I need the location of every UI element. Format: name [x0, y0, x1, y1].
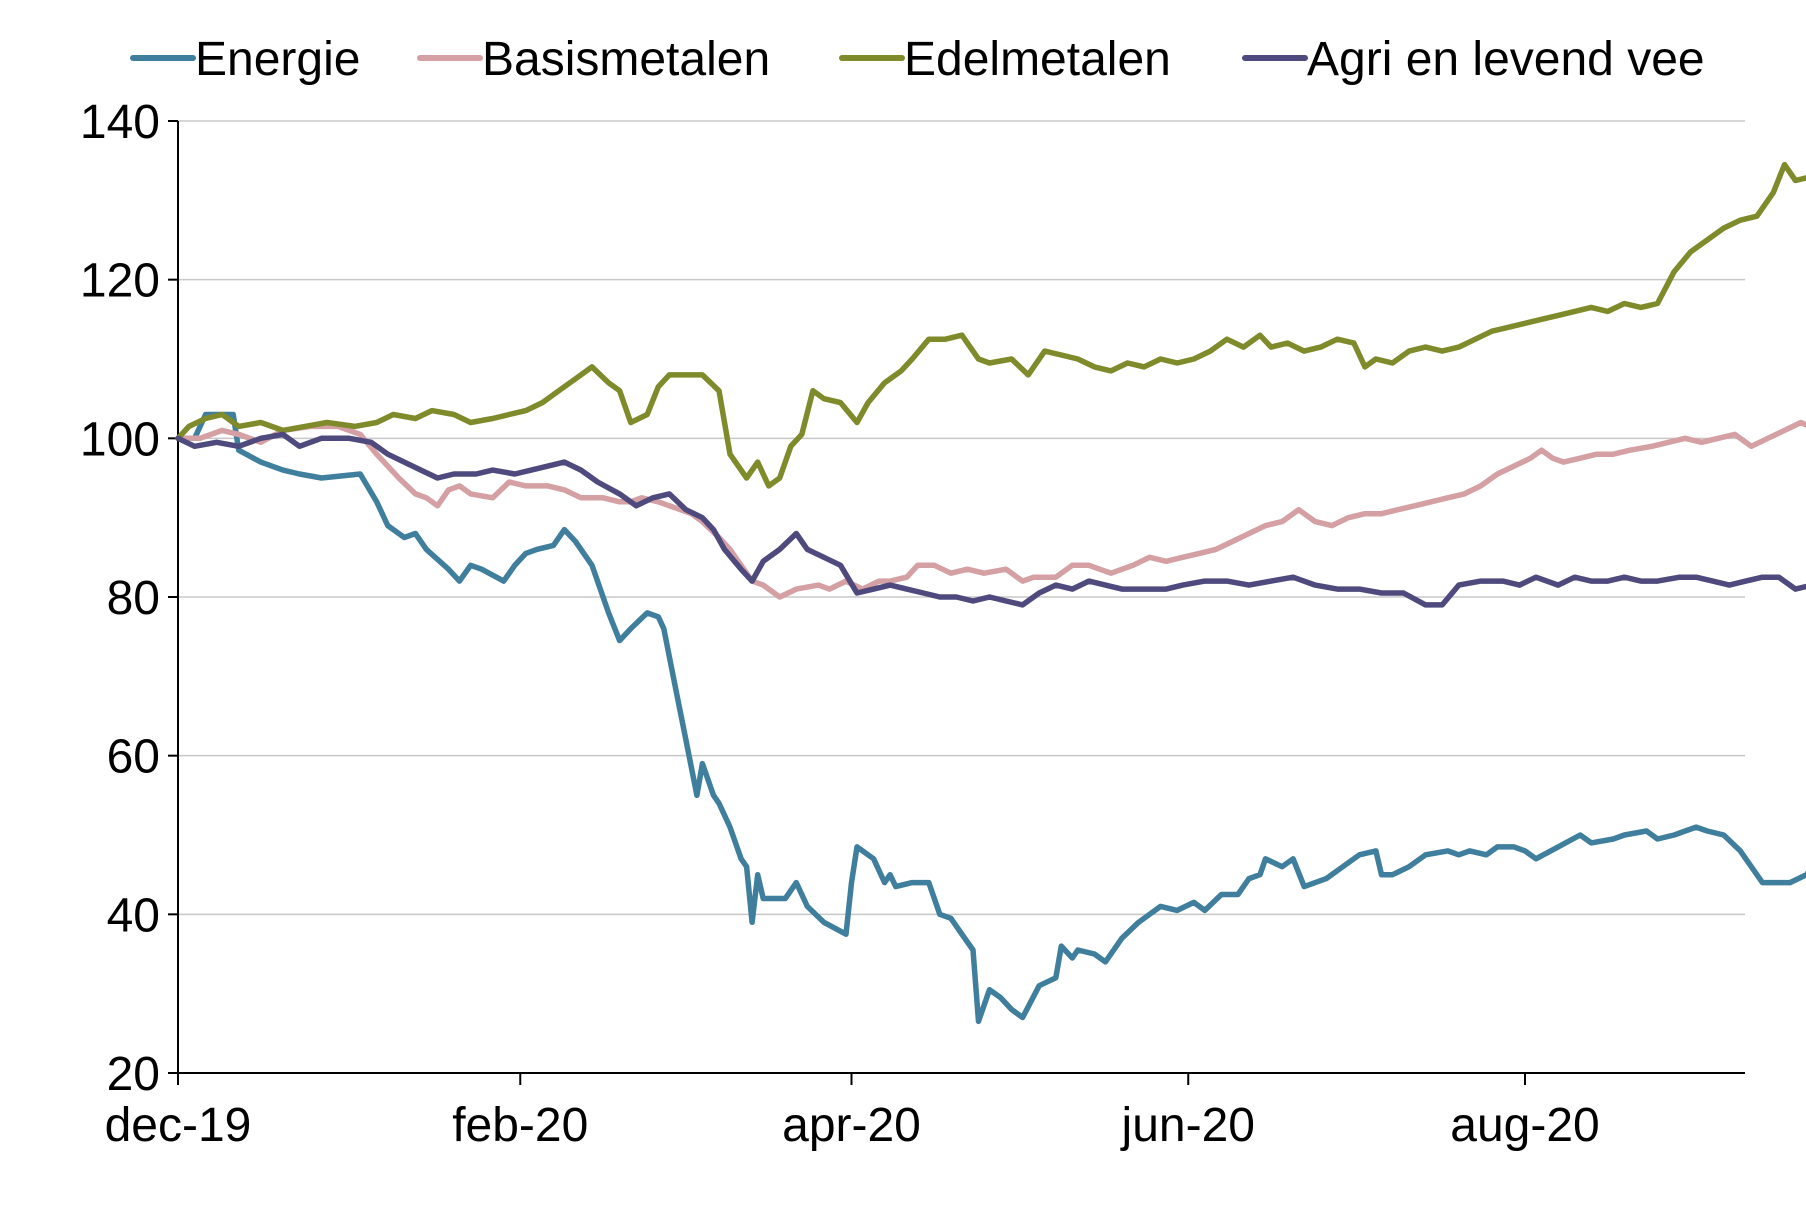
series-line-basismetalen — [175, 419, 1806, 600]
y-tick-label-80: 80 — [107, 572, 160, 625]
x-tick-label-aug-20: aug-20 — [1450, 1099, 1599, 1152]
x-tick-label-feb-20: feb-20 — [452, 1099, 588, 1152]
y-tick-label-40: 40 — [107, 889, 160, 942]
legend-label-basismetalen: Basismetalen — [482, 33, 770, 86]
axes: 20 40 60 80 100 120 140 dec-19 feb-20 apr-20 jun-2… — [80, 96, 1745, 1152]
y-tick-label-120: 120 — [80, 255, 160, 308]
legend: Energie Basismetalen Edelmetalen Agri en le… — [130, 33, 1705, 86]
y-tick-label-60: 60 — [107, 731, 160, 784]
y-tick-label-20: 20 — [107, 1048, 160, 1101]
series-line-energie — [175, 411, 1806, 1025]
legend-label-edelmetalen: Edelmetalen — [904, 33, 1171, 86]
legend-label-energie: Energie — [195, 33, 360, 86]
series-line-edelmetalen — [175, 161, 1806, 489]
x-tick-label-apr-20: apr-20 — [782, 1099, 921, 1152]
legend-label-agri-en-levend-vee: Agri en levend vee — [1307, 33, 1705, 86]
x-tick-label-dec-19: dec-19 — [105, 1099, 252, 1152]
series-lines — [175, 161, 1806, 1025]
gridlines — [178, 120, 1745, 916]
y-tick-label-140: 140 — [80, 96, 160, 149]
y-tick-label-100: 100 — [80, 413, 160, 466]
series-line-agri-en-levend-vee — [175, 431, 1806, 608]
x-tick-label-jun-20: jun-20 — [1120, 1099, 1255, 1152]
